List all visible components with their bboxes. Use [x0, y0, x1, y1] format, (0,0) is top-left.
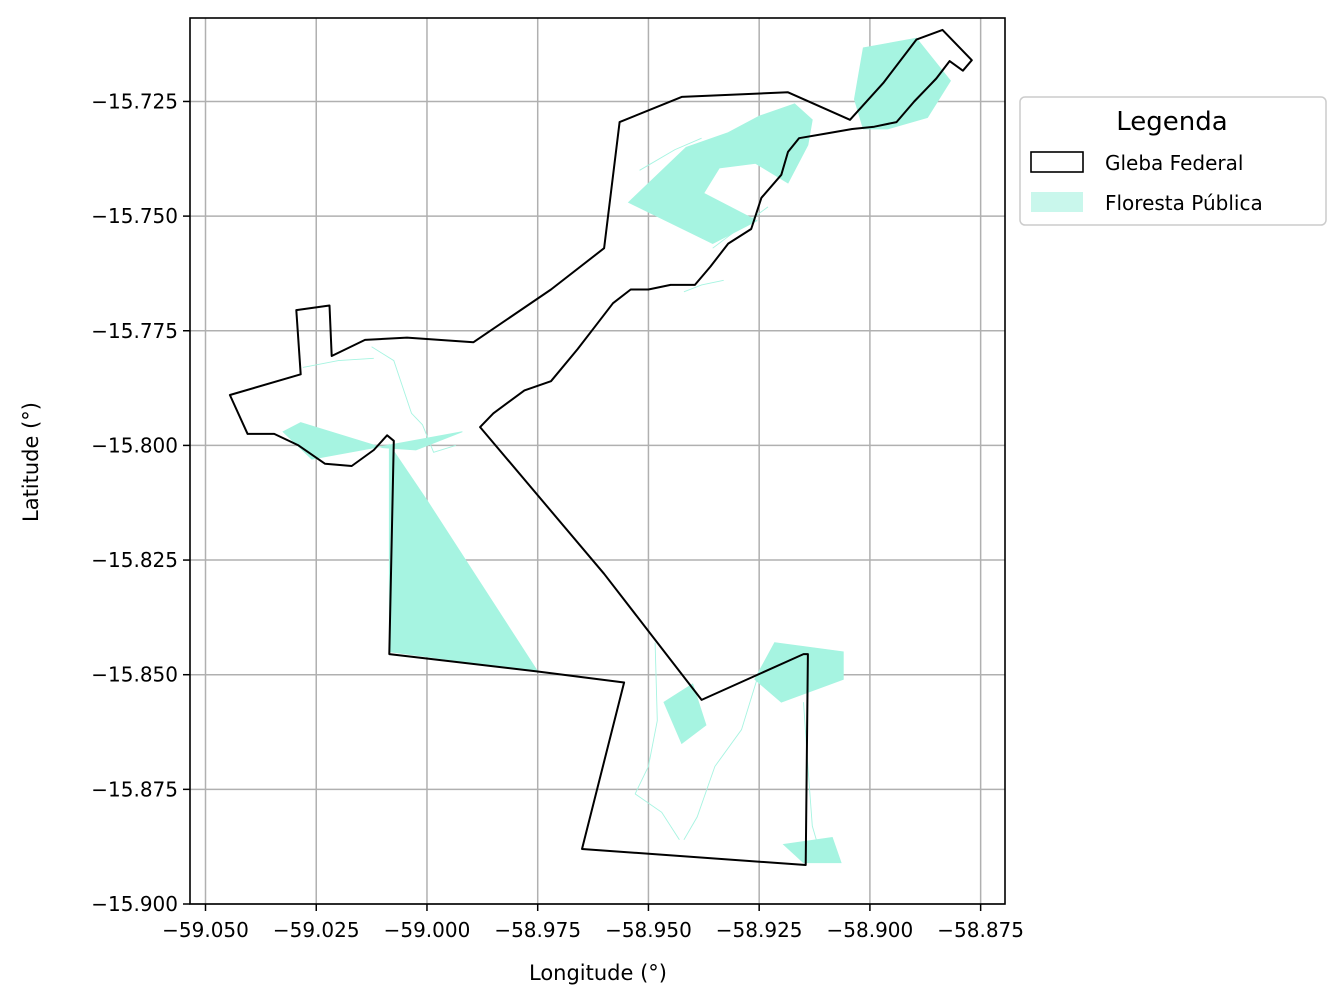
gleba-federal-layer: [228, 28, 973, 866]
y-tick-label: −15.825: [91, 548, 178, 572]
x-tick-label: −59.025: [273, 918, 360, 942]
y-tick-label: −15.800: [91, 433, 178, 457]
floresta-publica-edge: [683, 279, 724, 293]
legend-swatch-floresta-publica: [1031, 192, 1083, 212]
gleba-federal-boundary: [228, 28, 973, 866]
y-tick-label: −15.875: [91, 777, 178, 801]
floresta-publica-edge: [302, 357, 374, 368]
x-tick-label: −58.875: [937, 918, 1024, 942]
floresta-publica-polygon: [282, 422, 463, 460]
x-tick-label: −58.950: [605, 918, 692, 942]
x-axis-label: Longitude (°): [529, 961, 667, 985]
y-tick-label: −15.725: [91, 89, 178, 113]
plot-frame: [189, 17, 1006, 905]
legend-label-gleba-federal: Gleba Federal: [1105, 151, 1243, 175]
floresta-publica-edge: [712, 206, 769, 249]
floresta-publica-edge: [803, 702, 820, 850]
x-tick-label: −58.925: [716, 918, 803, 942]
legend: Legenda Gleba Federal Floresta Pública: [1019, 96, 1327, 226]
legend-box: [1019, 96, 1327, 226]
x-tick-label: −58.975: [494, 918, 581, 942]
floresta-publica-edge: [371, 346, 456, 453]
floresta-publica-polygon: [853, 37, 951, 130]
axis-ticks: −59.050 −59.025 −59.000 −58.975 −58.950 −58.9…: [91, 89, 1024, 942]
legend-title: Legenda: [1116, 107, 1227, 137]
legend-label-floresta-publica: Floresta Pública: [1105, 191, 1263, 215]
floresta-publica-polygon: [663, 683, 707, 745]
y-tick-label: −15.750: [91, 204, 178, 228]
floresta-publica-edge: [634, 793, 680, 841]
y-tick-label: −15.900: [91, 892, 178, 916]
floresta-publica-polygon: [627, 103, 813, 245]
floresta-publica-edge: [634, 642, 658, 795]
floresta-publica-polygon: [754, 642, 844, 703]
y-tick-label: −15.775: [91, 319, 178, 343]
y-tick-label: −15.850: [91, 663, 178, 687]
y-axis-label: Latitude (°): [19, 402, 43, 522]
x-tick-label: −59.000: [384, 918, 471, 942]
x-tick-label: −58.900: [827, 918, 914, 942]
floresta-publica-edge: [683, 679, 758, 841]
legend-swatch-gleba-federal: [1030, 151, 1084, 173]
x-tick-label: −59.050: [162, 918, 249, 942]
floresta-publica-edge: [639, 137, 702, 171]
floresta-publica-layer: [282, 37, 951, 864]
